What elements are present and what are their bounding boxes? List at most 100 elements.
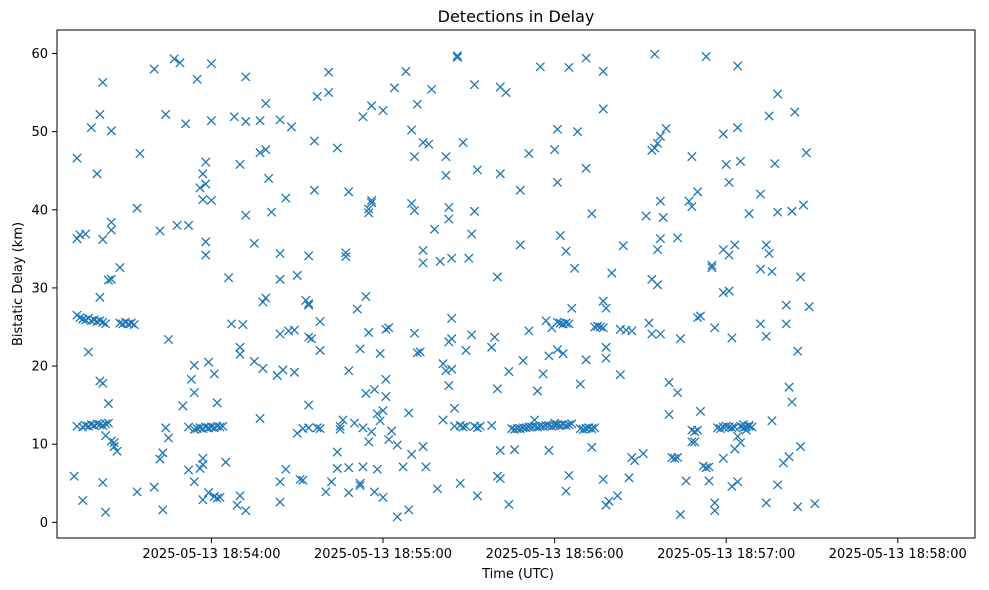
- data-point: [344, 366, 354, 376]
- data-point: [169, 54, 179, 64]
- data-point: [375, 416, 385, 426]
- data-point: [773, 89, 783, 99]
- data-point: [690, 437, 700, 447]
- data-point: [241, 505, 251, 516]
- data-point: [312, 91, 322, 102]
- data-point: [755, 319, 766, 329]
- data-point: [798, 200, 809, 210]
- data-point: [409, 205, 420, 216]
- data-point: [710, 505, 720, 516]
- data-point: [98, 77, 108, 88]
- data-point: [567, 419, 577, 429]
- data-point: [581, 163, 591, 173]
- data-point: [98, 420, 108, 431]
- data-point: [564, 62, 574, 73]
- data-point: [701, 51, 711, 62]
- data-point: [464, 253, 474, 263]
- data-point: [241, 210, 251, 220]
- data-point: [366, 427, 377, 437]
- data-point: [630, 455, 640, 466]
- data-point: [724, 250, 734, 260]
- data-point: [209, 369, 219, 379]
- data-point: [426, 84, 437, 95]
- data-point: [727, 481, 737, 492]
- data-point: [695, 406, 706, 417]
- y-tick-label: 60: [31, 47, 48, 62]
- data-point: [767, 266, 777, 277]
- data-point: [255, 115, 265, 126]
- data-point: [83, 347, 94, 357]
- data-point: [587, 442, 597, 453]
- data-point: [495, 445, 505, 456]
- data-point: [95, 316, 105, 326]
- data-point: [652, 138, 663, 148]
- data-point: [781, 300, 791, 310]
- data-point: [364, 208, 374, 218]
- data-point: [341, 248, 351, 258]
- data-point: [501, 87, 511, 98]
- data-point: [578, 424, 588, 435]
- data-point: [235, 491, 245, 501]
- data-point: [664, 409, 674, 420]
- data-point: [206, 115, 217, 126]
- data-point: [75, 312, 85, 323]
- x-axis-label: Time (UTC): [481, 567, 554, 582]
- data-point: [755, 189, 766, 199]
- data-point: [730, 240, 740, 250]
- y-tick-label: 0: [40, 516, 48, 531]
- data-point: [378, 105, 388, 116]
- data-point: [452, 51, 463, 61]
- data-point: [172, 220, 182, 231]
- data-point: [418, 258, 428, 268]
- data-point: [764, 248, 774, 259]
- data-point: [446, 364, 457, 374]
- data-point: [275, 274, 285, 284]
- data-point: [672, 387, 683, 398]
- data-point: [238, 319, 248, 330]
- data-point: [286, 122, 297, 132]
- data-point: [744, 420, 754, 431]
- data-point: [364, 437, 374, 447]
- data-point: [444, 380, 454, 391]
- data-point: [241, 116, 251, 127]
- chart-title: Detections in Delay: [438, 7, 595, 26]
- data-point: [692, 187, 703, 197]
- data-point: [258, 297, 268, 307]
- data-point: [452, 52, 463, 63]
- data-point: [181, 119, 191, 129]
- data-point: [529, 415, 540, 425]
- data-point: [281, 193, 291, 203]
- data-point: [429, 224, 440, 234]
- data-point: [149, 64, 159, 74]
- x-tick-label: 2025-05-13 18:58:00: [829, 547, 967, 562]
- data-point: [100, 507, 111, 517]
- data-point: [695, 311, 706, 321]
- data-point: [732, 477, 743, 487]
- data-point: [100, 419, 111, 429]
- data-point: [767, 416, 777, 426]
- data-point: [98, 378, 108, 388]
- data-point: [770, 158, 780, 169]
- data-point: [549, 144, 560, 155]
- data-point: [592, 321, 603, 331]
- data-point: [92, 419, 102, 429]
- data-point: [189, 387, 199, 398]
- data-point: [761, 498, 771, 508]
- data-point: [449, 403, 460, 413]
- data-point: [784, 452, 794, 462]
- data-point: [304, 300, 314, 310]
- x-tick-label: 2025-05-13 18:55:00: [314, 547, 452, 562]
- data-point: [727, 333, 737, 343]
- data-point: [587, 423, 597, 434]
- data-point: [509, 445, 520, 455]
- data-point: [515, 185, 525, 195]
- data-point: [461, 345, 471, 356]
- data-point: [707, 260, 717, 270]
- data-point: [106, 274, 116, 284]
- data-point: [78, 495, 88, 506]
- data-point: [158, 448, 168, 458]
- data-point: [492, 384, 503, 394]
- data-point: [761, 331, 771, 342]
- data-point: [652, 280, 663, 290]
- data-points: [69, 49, 820, 522]
